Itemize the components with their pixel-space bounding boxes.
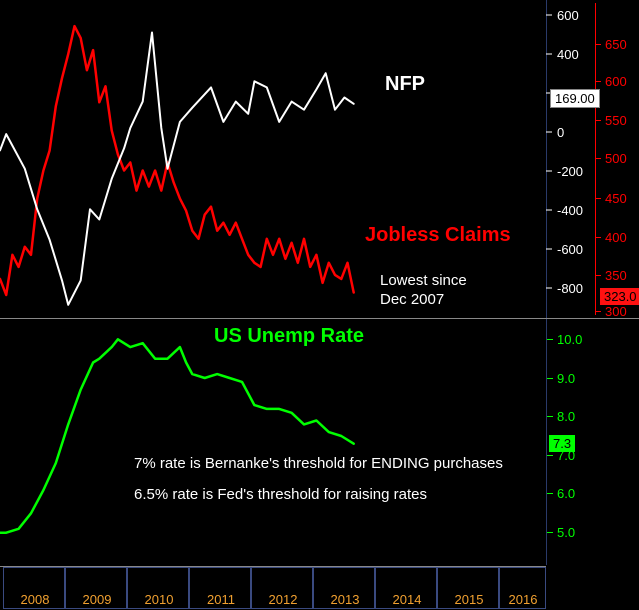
xcell-2011: 2011 xyxy=(189,567,251,609)
xlabel-2011: 2011 xyxy=(190,592,252,607)
red-tick xyxy=(595,158,601,159)
red-tick xyxy=(595,198,601,199)
xlabel-2010: 2010 xyxy=(128,592,190,607)
xcell-2010: 2010 xyxy=(127,567,189,609)
xcell-2015: 2015 xyxy=(437,567,499,609)
jobless-line xyxy=(0,26,354,295)
xcell-2012: 2012 xyxy=(251,567,313,609)
red-tick xyxy=(595,120,601,121)
xcell-2016: 2016 xyxy=(499,567,546,609)
xcell-2014: 2014 xyxy=(375,567,437,609)
green-tick xyxy=(547,532,553,533)
red-tick xyxy=(595,237,601,238)
plot-svg xyxy=(0,0,639,610)
red-tick xyxy=(595,44,601,45)
xlabel-2008: 2008 xyxy=(4,592,66,607)
xcell-2009: 2009 xyxy=(65,567,127,609)
green-tick xyxy=(547,455,553,456)
green-tick xyxy=(547,416,553,417)
xcell-2008: 2008 xyxy=(3,567,65,609)
red-tick xyxy=(595,311,601,312)
green-tick xyxy=(547,493,553,494)
red-axis-line-top xyxy=(595,3,596,315)
chart-stage: 600 400 200 0 -200 -400 -600 -800 650 60… xyxy=(0,0,639,610)
xlabel-2012: 2012 xyxy=(252,592,314,607)
xlabel-2009: 2009 xyxy=(66,592,128,607)
red-tick xyxy=(595,81,601,82)
xlabel-2014: 2014 xyxy=(376,592,438,607)
xlabel-2015: 2015 xyxy=(438,592,500,607)
red-tick xyxy=(595,275,601,276)
green-tick xyxy=(547,339,553,340)
xcell-2013: 2013 xyxy=(313,567,375,609)
nfp-line xyxy=(0,33,354,305)
xlabel-2013: 2013 xyxy=(314,592,376,607)
xlabel-2016: 2016 xyxy=(492,592,554,607)
green-tick xyxy=(547,378,553,379)
unemp-line xyxy=(0,339,354,532)
